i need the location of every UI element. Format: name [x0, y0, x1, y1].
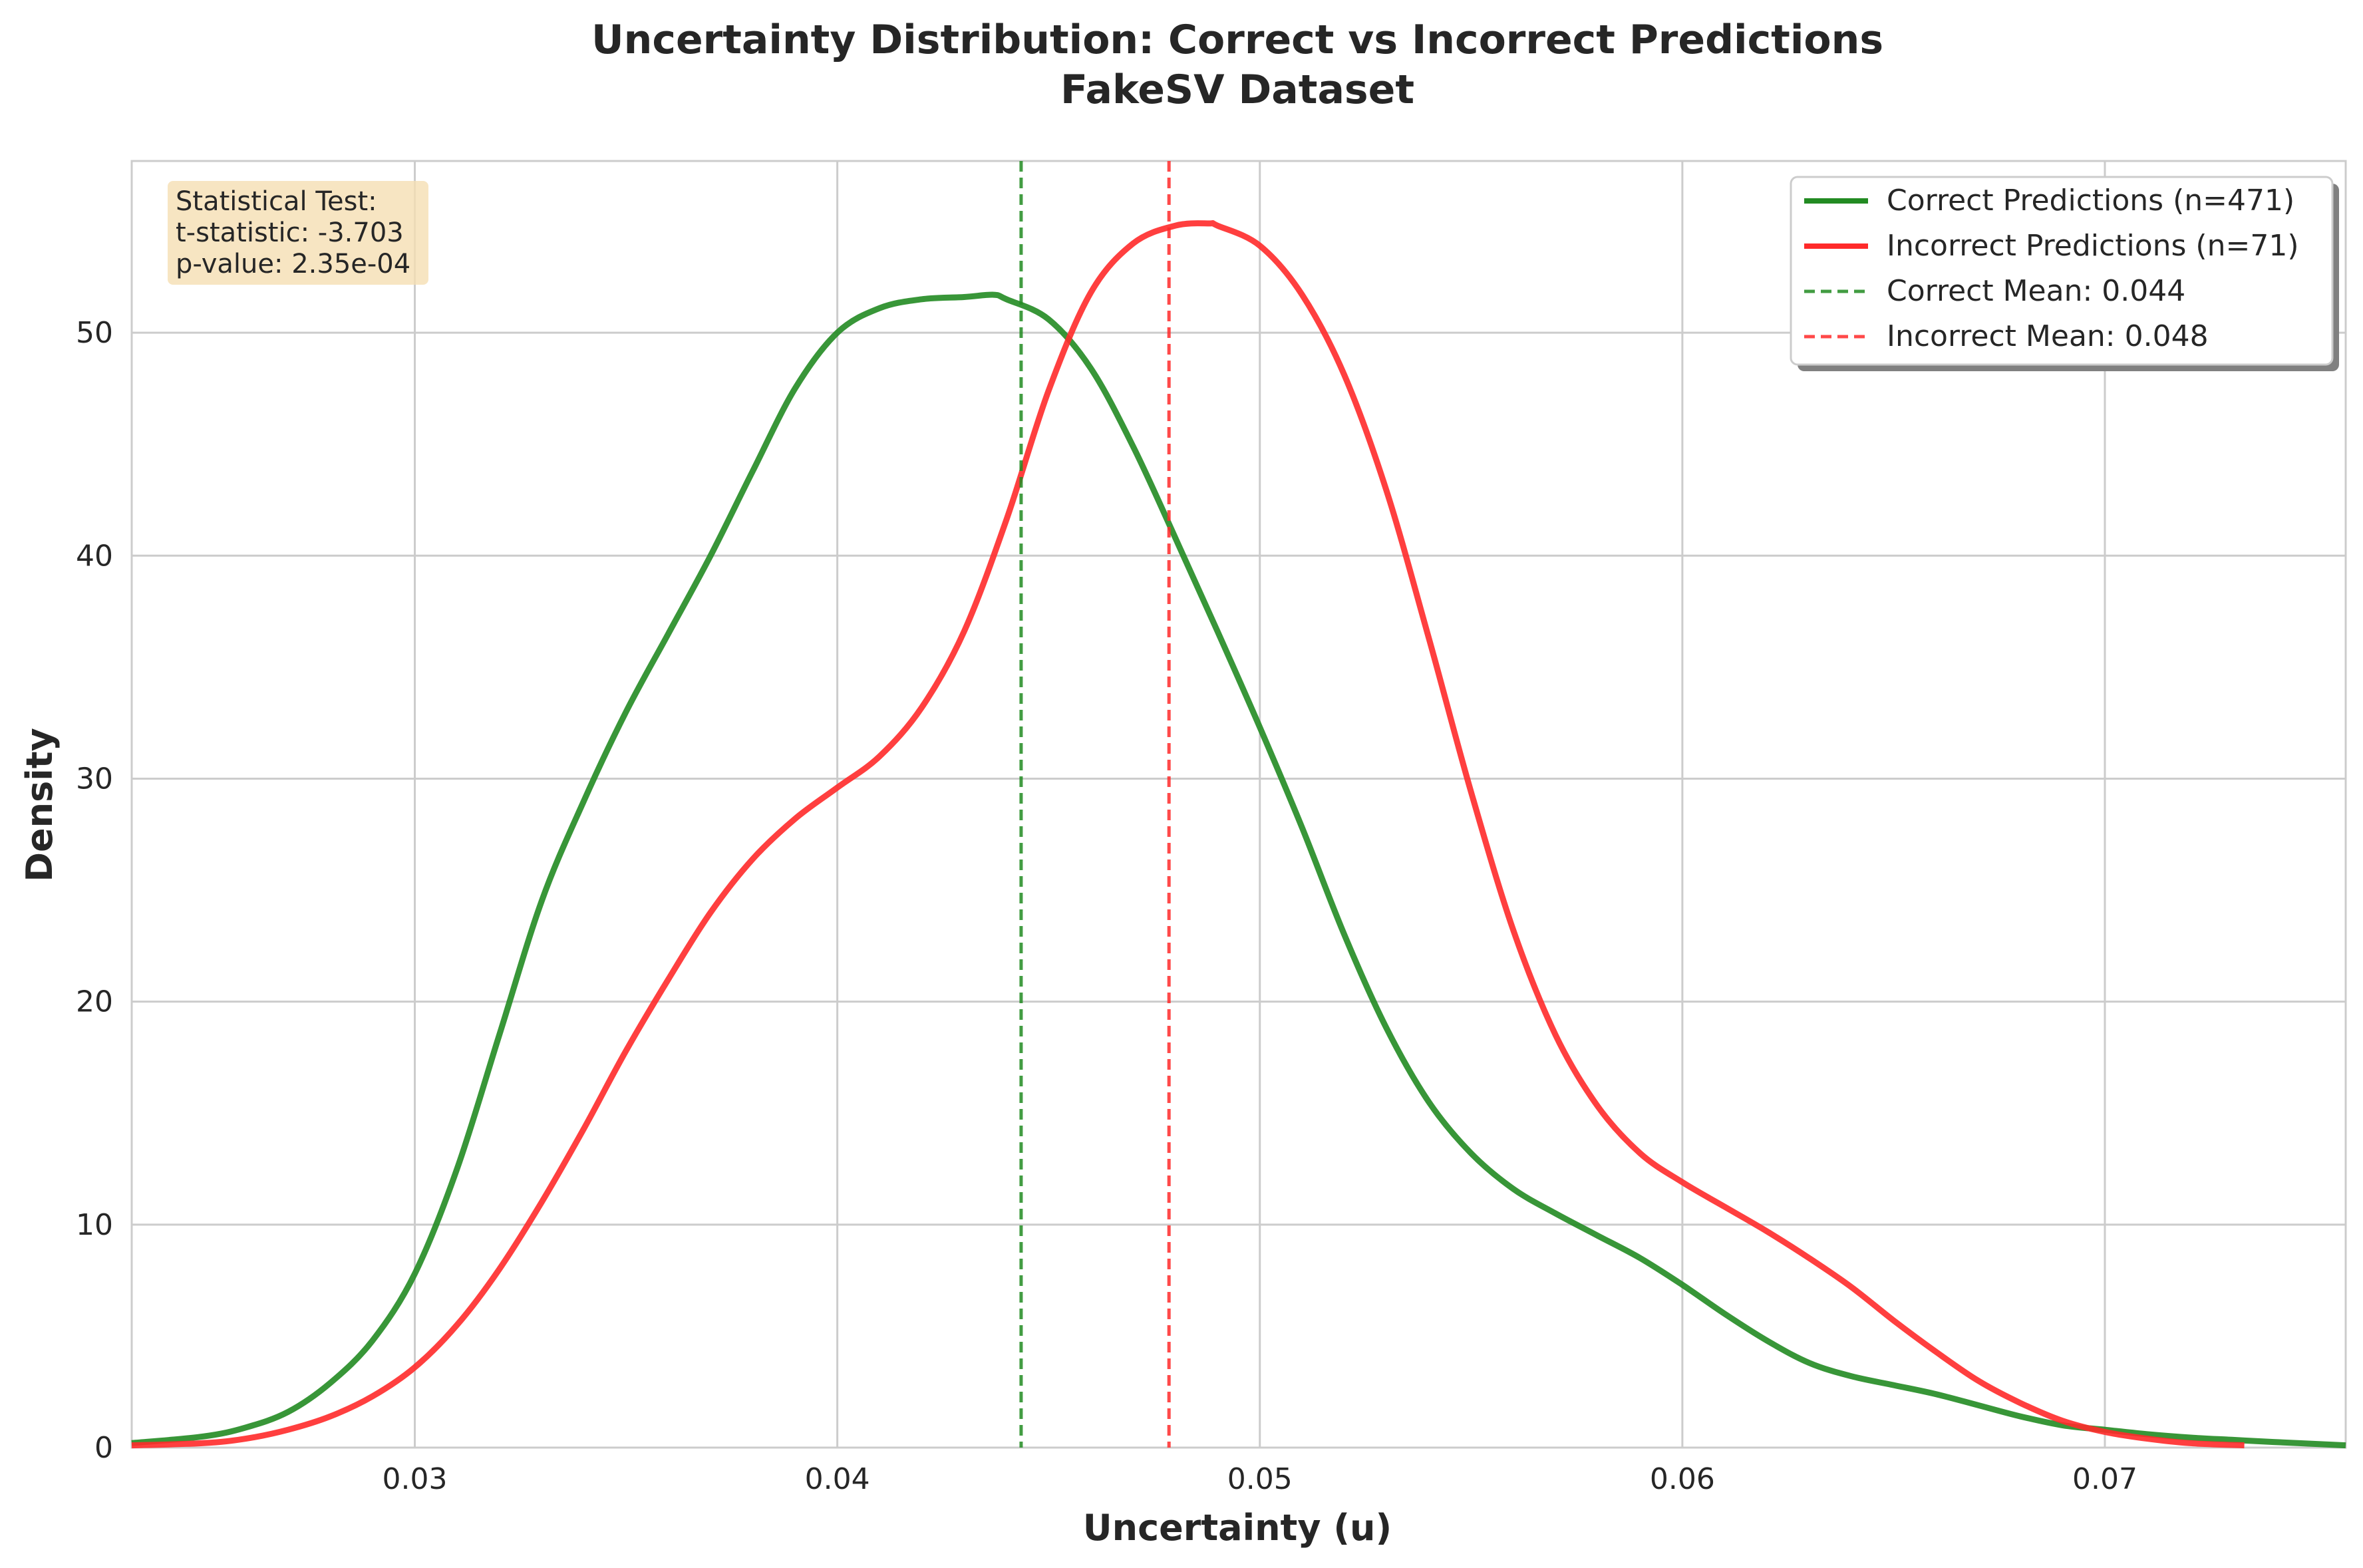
stat-box-background: [168, 181, 428, 285]
y-tick-label: 0: [94, 1431, 113, 1465]
x-tick-label: 0.05: [1227, 1462, 1293, 1496]
series-lines: [131, 220, 2346, 1449]
stat-box: Statistical Test: t-statistic: -3.703 p-…: [168, 181, 428, 285]
x-tick-label: 0.06: [1650, 1462, 1715, 1496]
stat-box-line3: p-value: 2.35e-04: [176, 249, 410, 279]
legend-label-incorrect-mean: Incorrect Mean: 0.048: [1887, 319, 2209, 353]
mean-lines: [1019, 161, 1171, 1448]
x-tick-label: 0.04: [805, 1462, 870, 1496]
y-tick-label: 10: [76, 1208, 113, 1242]
correct-predictions-line: [131, 291, 2346, 1449]
y-tick-label: 50: [76, 316, 113, 350]
legend-box: [1790, 176, 2334, 366]
chart-title-line1: Uncertainty Distribution: Correct vs Inc…: [591, 17, 1883, 63]
grid: [132, 161, 2346, 1449]
x-axis-label: Uncertainty (u): [1083, 1507, 1392, 1549]
legend: Correct Predictions (n=471) Incorrect Pr…: [1790, 176, 2339, 371]
tick-labels: 0.03 0.04 0.05 0.06 0.07 0 10 20 30 40 50: [76, 316, 2137, 1496]
x-tick-label: 0.03: [383, 1462, 448, 1496]
incorrect-predictions-line: [131, 220, 2245, 1449]
y-tick-label: 30: [76, 762, 113, 796]
stat-box-line1: Statistical Test:: [176, 186, 377, 217]
stat-box-line2: t-statistic: -3.703: [176, 218, 404, 248]
legend-label-correct-mean: Correct Mean: 0.044: [1887, 274, 2185, 308]
legend-label-incorrect: Incorrect Predictions (n=71): [1887, 229, 2298, 263]
y-tick-label: 20: [76, 985, 113, 1019]
y-tick-label: 40: [76, 539, 113, 573]
legend-label-correct: Correct Predictions (n=471): [1887, 184, 2294, 218]
plot-area: [130, 160, 2347, 1449]
y-axis-label: Density: [19, 728, 61, 882]
chart-title-line2: FakeSV Dataset: [1060, 67, 1414, 113]
x-tick-label: 0.07: [2072, 1462, 2137, 1496]
